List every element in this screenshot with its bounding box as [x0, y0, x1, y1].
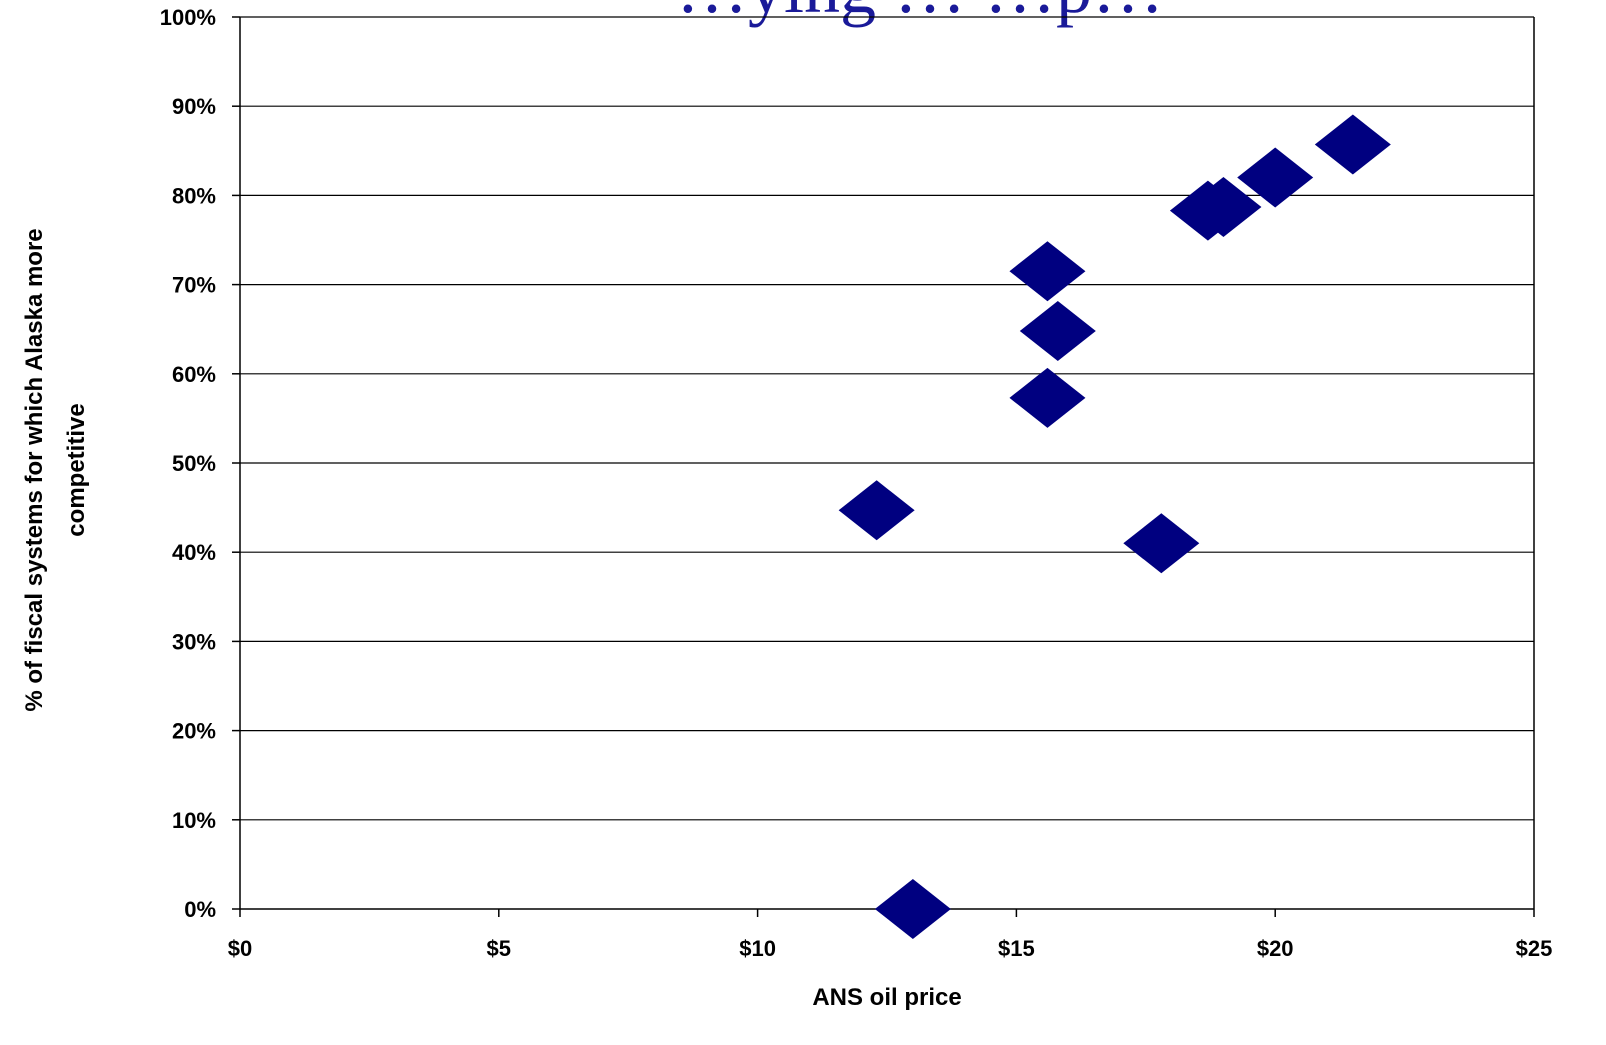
y-tick-label: 30%	[172, 629, 216, 654]
x-tick-label: $20	[1257, 936, 1294, 961]
y-tick-label: 90%	[172, 94, 216, 119]
x-tick-label: $5	[487, 936, 511, 961]
y-tick-label: 10%	[172, 808, 216, 833]
x-tick-labels: $0 $5 $10 $15 $20 $25	[228, 936, 1553, 961]
gridlines	[240, 16, 1534, 821]
y-axis-title: % of fiscal systems for which Alaska mor…	[21, 228, 90, 711]
y-tick-label: 80%	[172, 183, 216, 208]
axes	[232, 16, 1535, 917]
y-tick-label: 20%	[172, 719, 216, 744]
y-tick-labels: 0% 10% 20% 30% 40% 50% 60% 70% 80% 90% 100%	[160, 5, 216, 922]
data-point	[838, 480, 915, 541]
data-point	[1237, 147, 1314, 208]
data-point	[874, 879, 951, 939]
y-tick-label: 50%	[172, 451, 216, 476]
data-point	[1314, 114, 1391, 175]
chart-title: …ying … …p…	[676, 0, 1164, 28]
data-points	[838, 114, 1391, 939]
data-point	[1123, 513, 1200, 574]
y-tick-label: 40%	[172, 540, 216, 565]
data-point	[1009, 367, 1086, 428]
y-tick-label: 60%	[172, 362, 216, 387]
data-point	[1019, 300, 1096, 361]
data-point	[1009, 241, 1086, 302]
x-tick-label: $10	[739, 936, 776, 961]
x-tick-label: $25	[1516, 936, 1553, 961]
x-tick-label: $15	[998, 936, 1035, 961]
y-tick-label: 0%	[184, 897, 216, 922]
y-tick-label: 100%	[160, 5, 216, 30]
x-axis-title: ANS oil price	[812, 984, 961, 1011]
y-tick-label: 70%	[172, 273, 216, 298]
y-axis-title-line-1: % of fiscal systems for which Alaska mor…	[21, 228, 48, 711]
data-point	[1185, 176, 1262, 237]
y-axis-title-line-2: competitive	[63, 403, 90, 536]
x-tick-label: $0	[228, 936, 252, 961]
